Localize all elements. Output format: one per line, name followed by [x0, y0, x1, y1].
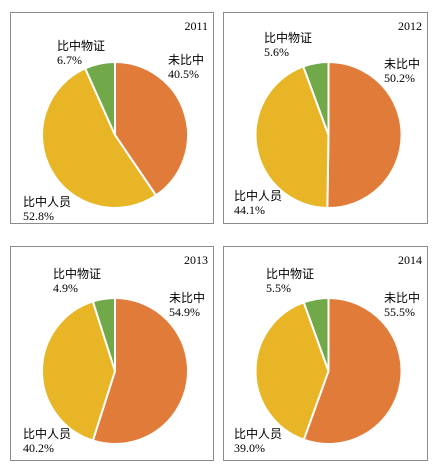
slice-label-evidence: 比中物证 6.7% — [57, 39, 105, 67]
pie-slice-evidence — [302, 60, 330, 136]
chart-panel-2014: 2014 未比中 55.5% 比中人员 39.0% 比中物证 5.5% — [223, 246, 428, 461]
slice-category: 比中物证 — [266, 267, 315, 281]
slice-category: 比中物证 — [57, 39, 106, 53]
pie-slice-unmatched — [326, 60, 403, 209]
slice-percent: 44.1% — [234, 203, 265, 217]
pie-slice-person — [41, 67, 158, 209]
chart-panel-2011: 2011 未比中 40.5% 比中人员 52.8% 比中物证 6.7% — [10, 12, 214, 224]
pie-slice-evidence — [91, 296, 116, 372]
slice-percent: 40.2% — [23, 441, 54, 455]
pie-slice-evidence — [83, 60, 116, 136]
slice-percent: 52.8% — [23, 209, 54, 223]
chart-year-label: 2011 — [184, 19, 208, 33]
slice-percent: 50.2% — [384, 71, 415, 85]
slice-percent: 5.6% — [264, 45, 289, 59]
chart-panel-2013: 2013 未比中 54.9% 比中人员 40.2% 比中物证 4.9% — [10, 246, 214, 461]
slice-category: 比中物证 — [264, 31, 313, 45]
slice-percent: 4.9% — [53, 281, 78, 295]
slice-percent: 39.0% — [234, 441, 265, 455]
slice-label-evidence: 比中物证 5.6% — [264, 31, 312, 59]
pie-chart-2013 — [40, 296, 189, 445]
slice-percent: 6.7% — [57, 53, 82, 67]
slice-label-person: 比中人员 39.0% — [234, 427, 282, 455]
pie-slice-person — [40, 300, 117, 442]
pie-chart-2014 — [254, 296, 403, 445]
slice-label-person: 比中人员 40.2% — [23, 427, 71, 455]
pie-chart-2011 — [41, 60, 189, 209]
chart-panel-2012: 2012 未比中 50.2% 比中人员 44.1% 比中物证 5.6% — [223, 12, 428, 224]
slice-category: 未比中 — [384, 291, 421, 305]
slice-percent: 54.9% — [169, 305, 200, 319]
slice-label-evidence: 比中物证 4.9% — [53, 267, 101, 295]
slice-category: 比中人员 — [23, 427, 72, 441]
chart-year-label: 2014 — [398, 253, 422, 267]
slice-label-person: 比中人员 44.1% — [234, 189, 282, 217]
slice-label-unmatched: 未比中 40.5% — [168, 53, 204, 81]
slice-category: 比中人员 — [234, 189, 283, 203]
slice-category: 比中人员 — [23, 195, 72, 209]
slice-label-evidence: 比中物证 5.5% — [266, 267, 314, 295]
slice-category: 比中人员 — [234, 427, 283, 441]
pie-chart-2012 — [254, 60, 403, 210]
slice-percent: 55.5% — [384, 305, 415, 319]
pie-slice-evidence — [302, 296, 330, 372]
slice-category: 比中物证 — [53, 267, 102, 281]
pie-slice-unmatched — [91, 296, 189, 445]
slice-percent: 40.5% — [168, 67, 199, 81]
pie-slice-person — [254, 301, 330, 441]
slice-label-unmatched: 未比中 54.9% — [169, 291, 205, 319]
chart-year-label: 2012 — [398, 19, 422, 33]
slice-label-unmatched: 未比中 50.2% — [384, 57, 420, 85]
pie-slice-unmatched — [114, 60, 189, 197]
slice-percent: 5.5% — [266, 281, 291, 295]
slice-label-unmatched: 未比中 55.5% — [384, 291, 420, 319]
chart-year-label: 2013 — [184, 253, 208, 267]
pie-slice-person — [254, 65, 330, 210]
slice-category: 未比中 — [384, 57, 421, 71]
slice-category: 未比中 — [168, 53, 205, 67]
slice-label-person: 比中人员 52.8% — [23, 195, 71, 223]
slice-category: 未比中 — [169, 291, 206, 305]
pie-slice-unmatched — [302, 296, 403, 445]
